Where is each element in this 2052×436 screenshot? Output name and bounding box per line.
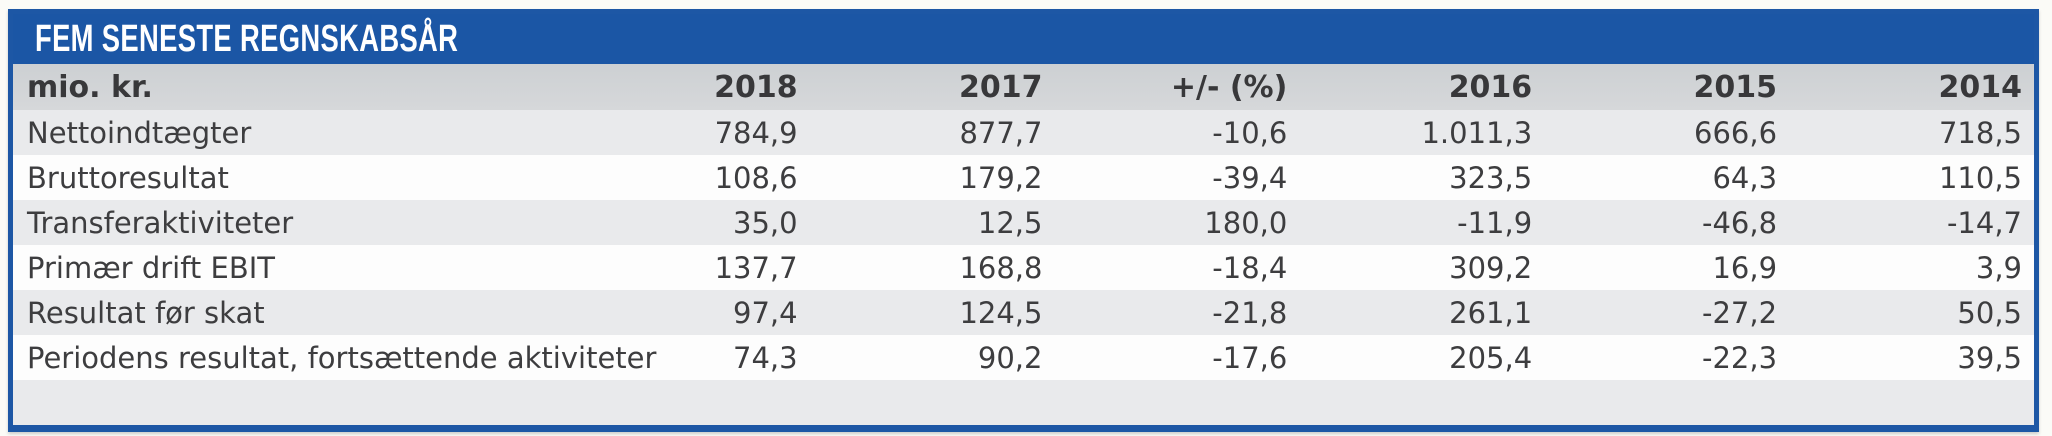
cell-change-pct: 180,0 bbox=[1204, 205, 1288, 240]
cell-2015: -46,8 bbox=[1702, 205, 1778, 240]
five-year-financials-panel: FEM SENESTE REGNSKABSÅR mio. kr. 2018 20… bbox=[8, 9, 2039, 432]
cell-2016: -11,9 bbox=[1457, 205, 1533, 240]
spacer-cell bbox=[13, 380, 2034, 425]
change-pct-header: +/- (%) bbox=[1170, 69, 1288, 105]
cell-2014: 718,5 bbox=[1938, 115, 2022, 150]
cell-change-pct: -21,8 bbox=[1212, 295, 1288, 330]
year-header-2018: 2018 bbox=[714, 69, 798, 105]
cell-change-pct: -17,6 bbox=[1212, 340, 1288, 375]
cell-2018: 784,9 bbox=[714, 115, 798, 150]
cell-2018: 97,4 bbox=[733, 295, 798, 330]
year-header-2017: 2017 bbox=[958, 69, 1043, 105]
panel-title: FEM SENESTE REGNSKABSÅR bbox=[35, 17, 459, 60]
table-row-transfer-activities: Transferaktiviteter 35,0 12,5 180,0 -11,… bbox=[13, 200, 2034, 245]
row-label: Periodens resultat, fortsættende aktivit… bbox=[27, 340, 657, 375]
panel-titlebar: FEM SENESTE REGNSKABSÅR bbox=[13, 14, 2034, 64]
cell-2018: 74,3 bbox=[733, 340, 798, 375]
cell-2016: 1.011,3 bbox=[1421, 115, 1533, 150]
cell-2014: -14,7 bbox=[1946, 205, 2022, 240]
cell-2015: -27,2 bbox=[1702, 295, 1778, 330]
cell-2017: 877,7 bbox=[959, 115, 1043, 150]
row-label: Nettoindtægter bbox=[27, 115, 252, 150]
cell-2018: 108,6 bbox=[714, 160, 798, 195]
cell-change-pct: -10,6 bbox=[1212, 115, 1288, 150]
cell-2015: 64,3 bbox=[1712, 160, 1778, 195]
spacer-row bbox=[13, 380, 2034, 425]
cell-2015: 16,9 bbox=[1712, 250, 1778, 285]
cell-2014: 110,5 bbox=[1938, 160, 2022, 195]
cell-2017: 90,2 bbox=[977, 340, 1043, 375]
row-label: Primær drift EBIT bbox=[27, 250, 275, 285]
financials-table: mio. kr. 2018 2017 +/- (%) 2016 2015 201… bbox=[13, 64, 2034, 425]
cell-2014: 50,5 bbox=[1957, 295, 2022, 330]
header-row: mio. kr. 2018 2017 +/- (%) 2016 2015 201… bbox=[13, 64, 2034, 110]
unit-header: mio. kr. bbox=[27, 69, 153, 105]
cell-2015: 666,6 bbox=[1694, 115, 1778, 150]
cell-2017: 124,5 bbox=[959, 295, 1043, 330]
cell-2014: 3,9 bbox=[1975, 250, 2022, 285]
cell-2016: 261,1 bbox=[1449, 295, 1533, 330]
table-row-result-before-tax: Resultat før skat 97,4 124,5 -21,8 261,1… bbox=[13, 290, 2034, 335]
cell-2016: 323,5 bbox=[1449, 160, 1533, 195]
cell-2017: 179,2 bbox=[959, 160, 1043, 195]
table-row-period-result-continuing: Periodens resultat, fortsættende aktivit… bbox=[13, 335, 2034, 380]
year-header-2014: 2014 bbox=[1938, 69, 2023, 105]
cell-2016: 205,4 bbox=[1449, 340, 1533, 375]
table-row-primary-ebit: Primær drift EBIT 137,7 168,8 -18,4 309,… bbox=[13, 245, 2034, 290]
table-row-gross-result: Bruttoresultat 108,6 179,2 -39,4 323,5 6… bbox=[13, 155, 2034, 200]
row-label: Transferaktiviteter bbox=[27, 205, 294, 240]
cell-2018: 35,0 bbox=[733, 205, 798, 240]
cell-change-pct: -18,4 bbox=[1212, 250, 1288, 285]
cell-2014: 39,5 bbox=[1957, 340, 2022, 375]
table-row-net-revenue: Nettoindtægter 784,9 877,7 -10,6 1.011,3… bbox=[13, 110, 2034, 155]
row-label: Resultat før skat bbox=[27, 295, 265, 330]
row-label: Bruttoresultat bbox=[27, 160, 229, 195]
year-header-2016: 2016 bbox=[1448, 69, 1533, 105]
cell-2016: 309,2 bbox=[1449, 250, 1533, 285]
cell-2015: -22,3 bbox=[1702, 340, 1778, 375]
cell-2017: 168,8 bbox=[959, 250, 1043, 285]
year-header-2015: 2015 bbox=[1693, 69, 1778, 105]
cell-change-pct: -39,4 bbox=[1212, 160, 1288, 195]
cell-2018: 137,7 bbox=[714, 250, 798, 285]
cell-2017: 12,5 bbox=[977, 205, 1043, 240]
